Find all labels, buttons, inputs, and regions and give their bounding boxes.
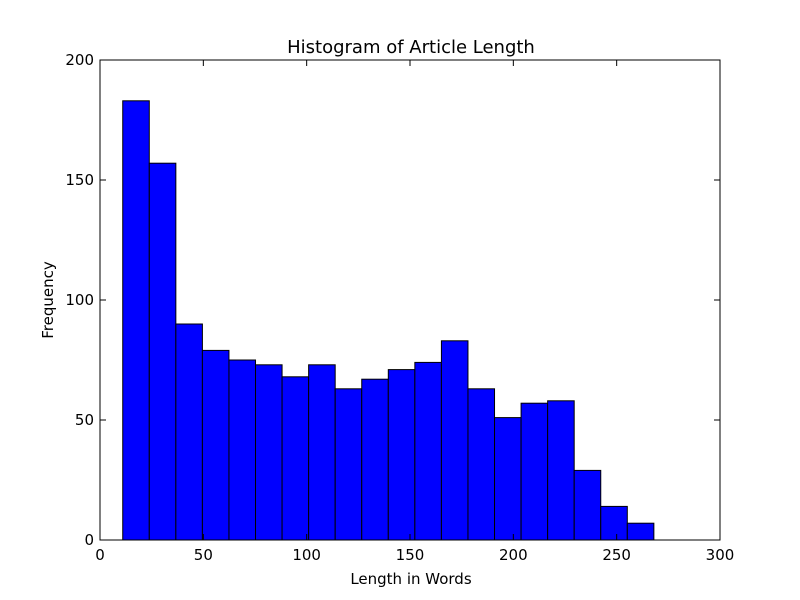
histogram-bar <box>228 359 257 541</box>
histogram-bar <box>175 323 203 541</box>
histogram-bar <box>626 522 655 541</box>
y-tick-label: 100 <box>65 291 94 309</box>
x-tick-label: 0 <box>95 546 105 564</box>
y-tick-label: 0 <box>84 531 94 549</box>
y-axis-label: Frequency <box>39 261 57 339</box>
histogram-bar <box>520 402 549 541</box>
y-tick-label: 200 <box>65 51 94 69</box>
histogram-bar <box>547 400 575 541</box>
histogram-bar <box>414 361 442 541</box>
x-tick-label: 50 <box>194 546 213 564</box>
histogram-bar <box>494 417 522 541</box>
ticks-group: 0 50 100 150 200 250 300 0 50 100 150 200 <box>65 51 734 564</box>
histogram-bar <box>148 162 177 541</box>
histogram-bar <box>255 364 283 541</box>
chart-title: Histogram of Article Length <box>287 37 535 58</box>
y-tick-label: 150 <box>65 171 94 189</box>
histogram-bar <box>201 349 230 541</box>
plot-frame <box>99 59 721 541</box>
histogram-bar <box>361 378 389 541</box>
histogram-bar <box>467 388 496 541</box>
bars-group <box>122 100 655 541</box>
x-axis-label: Length in Words <box>350 570 472 588</box>
histogram-bar <box>573 469 602 541</box>
histogram-bar <box>281 376 310 541</box>
x-tick-label: 100 <box>292 546 321 564</box>
x-tick-label: 150 <box>396 546 425 564</box>
x-tick-label: 250 <box>602 546 631 564</box>
x-tick-label: 200 <box>499 546 528 564</box>
y-tick-label: 50 <box>75 411 94 429</box>
histogram-bar <box>440 340 469 541</box>
histogram-bar <box>387 369 416 541</box>
histogram-bar <box>334 388 363 541</box>
histogram-bar <box>122 100 150 541</box>
histogram-bar <box>308 364 336 541</box>
histogram-bar <box>600 505 628 541</box>
x-tick-label: 300 <box>706 546 735 564</box>
